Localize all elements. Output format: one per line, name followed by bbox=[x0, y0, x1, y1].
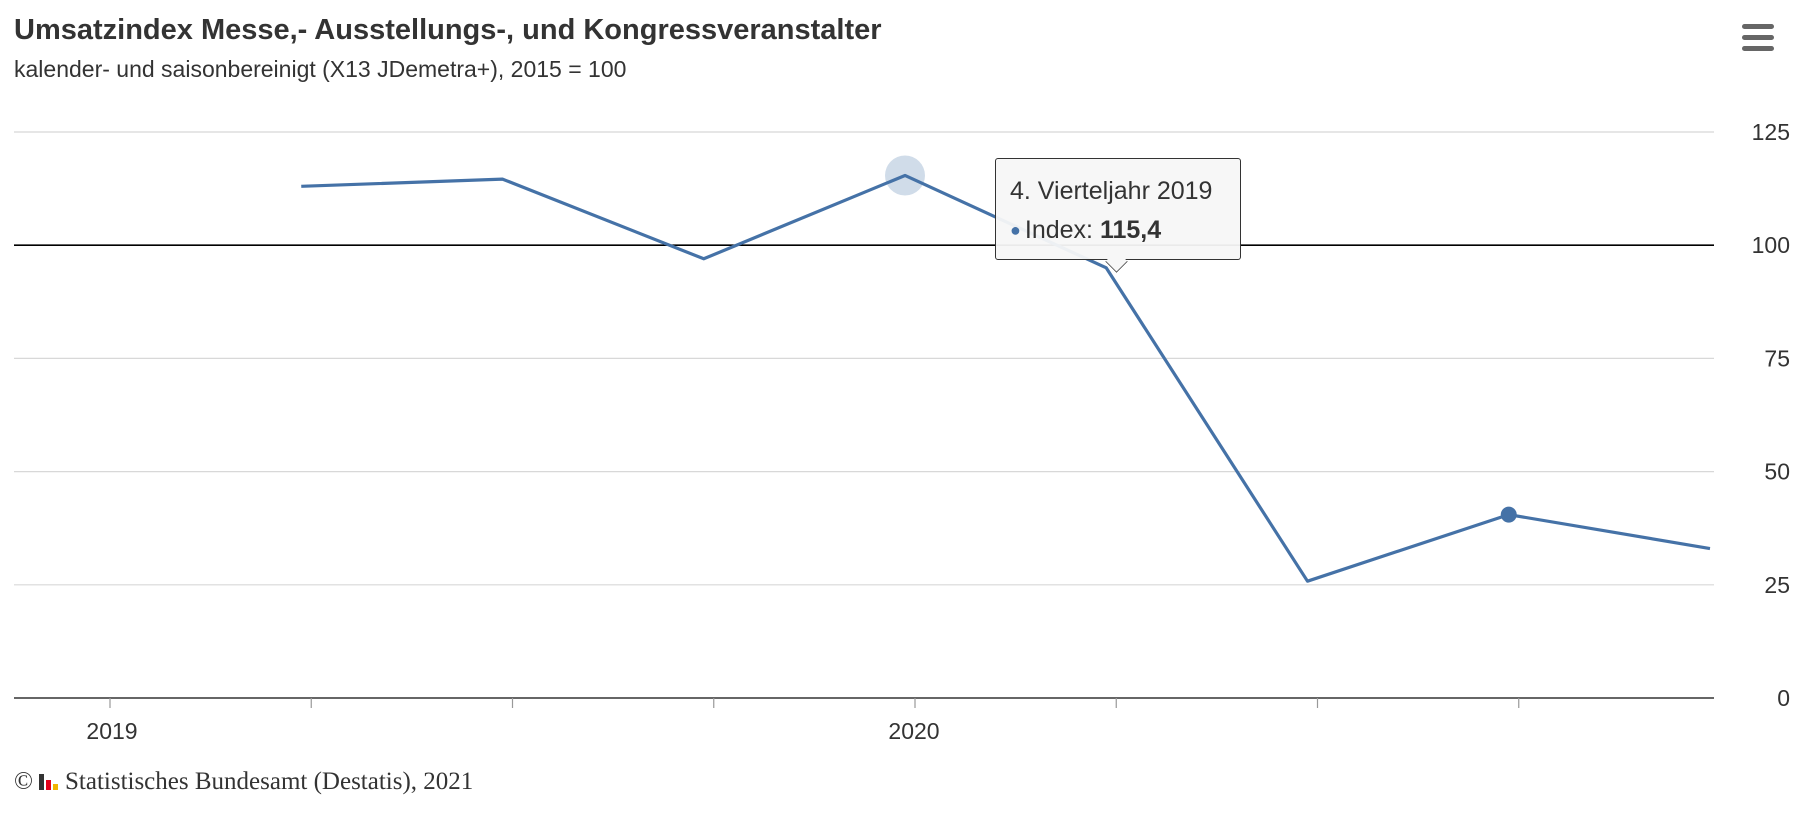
line-chart: 0 25 50 75 100 125 2019 2020 bbox=[14, 119, 1790, 744]
data-point bbox=[1305, 578, 1311, 584]
data-point bbox=[1707, 546, 1713, 552]
menu-bar bbox=[1742, 24, 1774, 29]
chart-title: Umsatzindex Messe,- Ausstellungs-, und K… bbox=[14, 14, 882, 46]
tooltip-value: 115,4 bbox=[1099, 216, 1162, 244]
data-point bbox=[701, 256, 707, 262]
y-tick-label: 50 bbox=[1764, 459, 1790, 485]
data-point bbox=[1500, 506, 1517, 523]
x-tick-label: 2020 bbox=[888, 718, 939, 744]
chart-subtitle: kalender- und saisonbereinigt (X13 JDeme… bbox=[14, 56, 627, 82]
y-tick-label: 0 bbox=[1777, 685, 1790, 711]
hamburger-menu-icon[interactable] bbox=[1738, 20, 1778, 56]
credits-text: Statistisches Bundesamt (Destatis), 2021 bbox=[65, 768, 474, 795]
data-point bbox=[298, 183, 304, 189]
y-tick-label: 75 bbox=[1764, 345, 1790, 371]
credits[interactable]: © Statistisches Bundesamt (Destatis), 20… bbox=[14, 768, 473, 796]
menu-bar bbox=[1742, 35, 1774, 40]
destatis-logo-icon bbox=[37, 772, 59, 792]
data-point bbox=[902, 172, 908, 178]
x-tick-label: 2019 bbox=[86, 718, 137, 744]
y-tick-label: 25 bbox=[1764, 572, 1790, 598]
data-point bbox=[1103, 265, 1109, 271]
tooltip-header: 4. Vierteljahr 2019 bbox=[1010, 177, 1213, 205]
tooltip-series-label: Index: bbox=[1024, 216, 1100, 244]
data-tooltip: 4. Vierteljahr 2019 ● Index: 115,4 bbox=[995, 158, 1241, 273]
y-tick-label: 125 bbox=[1752, 119, 1790, 145]
tooltip-row: ● Index: 115,4 bbox=[1010, 216, 1161, 245]
copyright-symbol: © bbox=[14, 768, 33, 795]
data-point bbox=[500, 176, 506, 182]
y-tick-label: 100 bbox=[1752, 232, 1790, 258]
menu-bar bbox=[1742, 46, 1774, 51]
series-dot-icon: ● bbox=[1010, 220, 1021, 240]
